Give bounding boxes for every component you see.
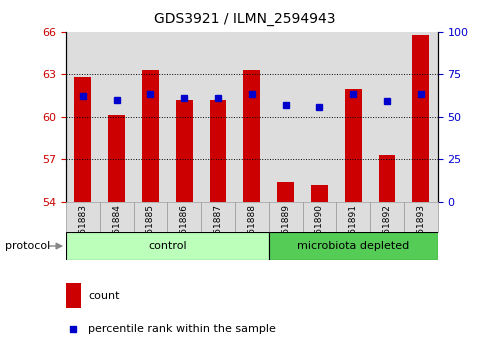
Text: GDS3921 / ILMN_2594943: GDS3921 / ILMN_2594943 (153, 12, 335, 27)
FancyBboxPatch shape (403, 202, 437, 232)
Bar (100, 32, 133, 202)
Bar (344, 88, 361, 202)
Text: GSM561888: GSM561888 (247, 204, 256, 259)
Text: count: count (88, 291, 120, 301)
Bar (336, 32, 369, 202)
Bar (66, 32, 100, 202)
Bar (66, 232, 268, 260)
FancyBboxPatch shape (201, 202, 234, 232)
FancyBboxPatch shape (336, 202, 369, 232)
Bar (403, 32, 437, 202)
Bar (74, 77, 91, 202)
Text: GSM561885: GSM561885 (146, 204, 155, 259)
Text: microbiota depleted: microbiota depleted (296, 241, 408, 251)
Text: GSM561887: GSM561887 (213, 204, 222, 259)
Bar (310, 185, 327, 202)
Bar (302, 32, 336, 202)
Text: GSM561889: GSM561889 (281, 204, 289, 259)
Text: GSM561883: GSM561883 (78, 204, 87, 259)
Text: GSM561893: GSM561893 (415, 204, 425, 259)
FancyBboxPatch shape (234, 202, 268, 232)
FancyBboxPatch shape (369, 202, 403, 232)
FancyBboxPatch shape (302, 202, 336, 232)
Text: GSM561886: GSM561886 (180, 204, 188, 259)
FancyBboxPatch shape (66, 202, 100, 232)
Text: GSM561884: GSM561884 (112, 204, 121, 259)
Bar (108, 115, 125, 202)
Bar (268, 232, 437, 260)
Text: percentile rank within the sample: percentile rank within the sample (88, 324, 276, 334)
Bar (378, 155, 395, 202)
Text: GSM561892: GSM561892 (382, 204, 391, 259)
FancyBboxPatch shape (100, 202, 133, 232)
Bar (243, 70, 260, 202)
Bar (142, 70, 159, 202)
Bar (176, 100, 192, 202)
Text: GSM561890: GSM561890 (314, 204, 323, 259)
FancyBboxPatch shape (167, 202, 201, 232)
Bar (268, 32, 302, 202)
Text: protocol: protocol (5, 241, 50, 251)
Bar (201, 32, 234, 202)
Bar (133, 32, 167, 202)
Text: control: control (148, 241, 186, 251)
FancyBboxPatch shape (268, 202, 302, 232)
Bar (411, 35, 428, 202)
Bar (234, 32, 268, 202)
Bar (369, 32, 403, 202)
Bar (277, 182, 293, 202)
Bar (209, 100, 226, 202)
Bar (167, 32, 201, 202)
FancyBboxPatch shape (133, 202, 167, 232)
Text: GSM561891: GSM561891 (348, 204, 357, 259)
Bar (66, 283, 81, 308)
